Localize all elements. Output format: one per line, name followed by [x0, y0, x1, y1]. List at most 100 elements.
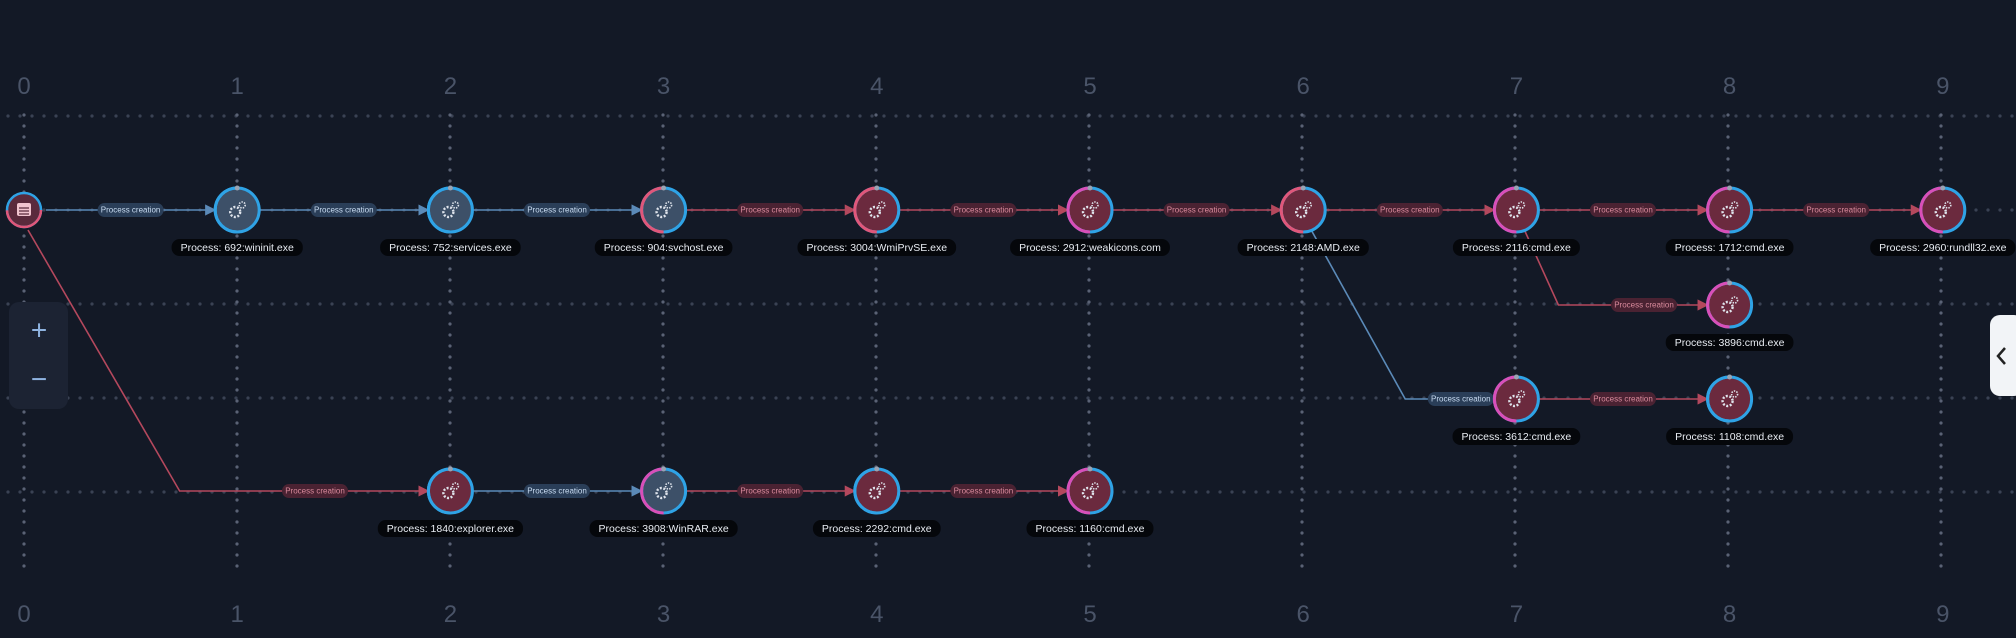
gear-icon: [1934, 205, 1948, 219]
edge-label-bg: [737, 484, 804, 498]
node-label-bg: [1010, 239, 1170, 256]
collapse-icon[interactable]: [1996, 347, 2006, 365]
edge-label: Process creation: [954, 206, 1014, 215]
root-node-ring: [5, 191, 43, 229]
gear-icon: [1508, 205, 1521, 219]
node-label-bg: [377, 520, 524, 537]
node-handle: [447, 466, 453, 472]
gear-icon: [1721, 300, 1734, 314]
edge-label-bg: [310, 203, 377, 217]
collapse-tab-bg[interactable]: [1990, 315, 2016, 396]
node-label-bg: [171, 239, 303, 256]
column-label-bottom: 2: [444, 601, 457, 628]
edge-label: Process creation: [740, 206, 800, 215]
gear-icon-small: [238, 201, 246, 209]
gear-icon-small: [1730, 390, 1739, 398]
node-label: Process: 692:wininit.exe: [181, 242, 294, 254]
node-handle: [447, 185, 453, 191]
edge-label: Process creation: [101, 206, 161, 215]
edge-label: Process creation: [527, 206, 587, 215]
node-label-bg: [812, 520, 941, 537]
node-handle: [234, 185, 240, 191]
zoom-in[interactable]: +: [31, 314, 47, 345]
gear-icon-small: [664, 482, 673, 490]
gear-icon: [442, 205, 455, 219]
edge-label-bg: [1590, 392, 1656, 406]
column-label-top: 7: [1510, 73, 1523, 100]
node-handle: [1727, 374, 1733, 380]
gear-icon: [228, 205, 242, 219]
column-label-bottom: 3: [657, 601, 670, 628]
node-label-bg: [1666, 428, 1794, 445]
zoom-out[interactable]: −: [31, 363, 47, 394]
gear-icon: [1508, 394, 1521, 408]
column-label-bottom: 4: [870, 601, 883, 628]
node-label: Process: 752:services.exe: [389, 242, 512, 254]
edge-label: Process creation: [285, 487, 345, 496]
column-label-top: 9: [1936, 73, 1949, 100]
gear-icon-small: [1730, 201, 1739, 209]
node-label: Process: 2292:cmd.exe: [822, 523, 932, 535]
node-label: Process: 1712:cmd.exe: [1675, 242, 1785, 254]
node-label: Process: 2116:cmd.exe: [1462, 242, 1571, 254]
node-label-bg: [1665, 239, 1794, 256]
column-label-top: 4: [870, 73, 883, 100]
node-handle: [1513, 185, 1519, 191]
edge-label-bg: [1376, 203, 1443, 217]
node-label-bg: [1452, 428, 1581, 445]
node-label-bg: [589, 520, 738, 537]
zoom-panel: + −: [9, 302, 68, 409]
gear-icon: [1081, 205, 1095, 219]
edge-label-bg: [950, 484, 1017, 498]
edge-label-bg: [97, 203, 164, 217]
node-label: Process: 3896:cmd.exe: [1675, 337, 1785, 349]
gear-icon: [868, 205, 881, 219]
column-label-bottom: 5: [1083, 601, 1096, 628]
node-handle: [874, 466, 880, 472]
gear-icon-small: [1091, 201, 1099, 209]
edge-label: Process creation: [1593, 206, 1653, 215]
gear-icon-small: [1304, 201, 1312, 209]
node-handle: [874, 185, 880, 191]
node-handle: [1087, 185, 1093, 191]
gear-icon-small: [1730, 296, 1739, 304]
edge-label-bg: [524, 484, 590, 498]
gear-icon: [1721, 205, 1734, 219]
node-label: Process: 904:svchost.exe: [604, 242, 724, 254]
collapse-tab[interactable]: [1990, 315, 2016, 396]
column-label-top: 0: [17, 73, 30, 100]
edge-label-bg: [737, 203, 804, 217]
column-label-top: 1: [231, 73, 244, 100]
edge-label-bg: [1427, 392, 1494, 406]
column-label-top: 8: [1723, 73, 1736, 100]
gear-icon: [1721, 394, 1734, 408]
gear-icon: [655, 486, 668, 500]
node-label-bg: [1237, 239, 1369, 256]
node-label: Process: 1840:explorer.exe: [387, 523, 514, 535]
edge-label: Process creation: [954, 487, 1014, 496]
node-handle: [661, 466, 667, 472]
gear-icon: [655, 205, 668, 219]
gear-icon-small: [664, 201, 673, 209]
edge-label-bg: [950, 203, 1017, 217]
gear-icon-small: [1944, 201, 1952, 209]
edge-label: Process creation: [1380, 206, 1440, 215]
root-icon-lines: [19, 207, 29, 215]
node-handle: [1727, 280, 1733, 286]
node-label-bg: [380, 239, 521, 256]
node-label-bg: [1026, 520, 1154, 537]
gear-icon-small: [451, 482, 460, 490]
column-label-bottom: 1: [231, 601, 244, 628]
column-label-bottom: 6: [1297, 601, 1310, 628]
gear-icon-small: [1091, 482, 1099, 490]
edge-label: Process creation: [1167, 206, 1227, 215]
node-label: Process: 2960:rundll32.exe: [1879, 242, 2006, 254]
edge-label-bg: [1163, 203, 1230, 217]
node-handle: [661, 185, 667, 191]
gear-icon: [1081, 486, 1095, 500]
node-label: Process: 1108:cmd.exe: [1675, 431, 1784, 443]
node-label: Process: 1160:cmd.exe: [1036, 523, 1145, 535]
root-icon: [17, 203, 31, 216]
edge-label: Process creation: [1593, 395, 1653, 404]
